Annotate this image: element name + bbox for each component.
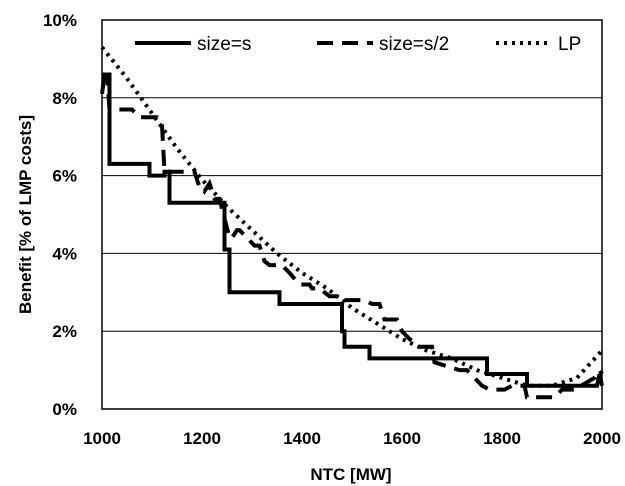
x-tick-label: 2000 [583, 429, 621, 448]
y-tick-label: 8% [52, 89, 77, 108]
legend: size=s size=s/2 LP [135, 34, 581, 55]
y-tick-label: 6% [52, 167, 77, 186]
x-tick-label: 1200 [183, 429, 221, 448]
legend-label-1: size=s [197, 34, 251, 55]
x-tick-labels: 1000 1200 1400 1600 1800 2000 [83, 429, 621, 448]
y-tick-label: 4% [52, 244, 77, 263]
plot-area-frame [101, 19, 603, 410]
y-tick-label: 10% [43, 11, 77, 30]
y-tick-label: 0% [52, 400, 77, 419]
y-axis-title: Benefit [% of LMP costs] [16, 115, 35, 314]
series-line-2 [102, 72, 604, 400]
x-tick-label: 1000 [83, 429, 121, 448]
series-line-1 [100, 72, 604, 388]
gridlines [102, 97, 602, 332]
y-tick-labels: 0% 2% 4% 6% 8% 10% [43, 11, 77, 419]
x-tick-label: 1600 [383, 429, 421, 448]
series-layer [100, 45, 604, 400]
x-tick-label: 1400 [283, 429, 321, 448]
x-axis-title: NTC [MW] [310, 465, 391, 484]
legend-label-2: size=s/2 [379, 34, 449, 55]
legend-label-3: LP [558, 34, 581, 55]
x-tick-label: 1800 [483, 429, 521, 448]
y-tick-label: 2% [52, 322, 77, 341]
